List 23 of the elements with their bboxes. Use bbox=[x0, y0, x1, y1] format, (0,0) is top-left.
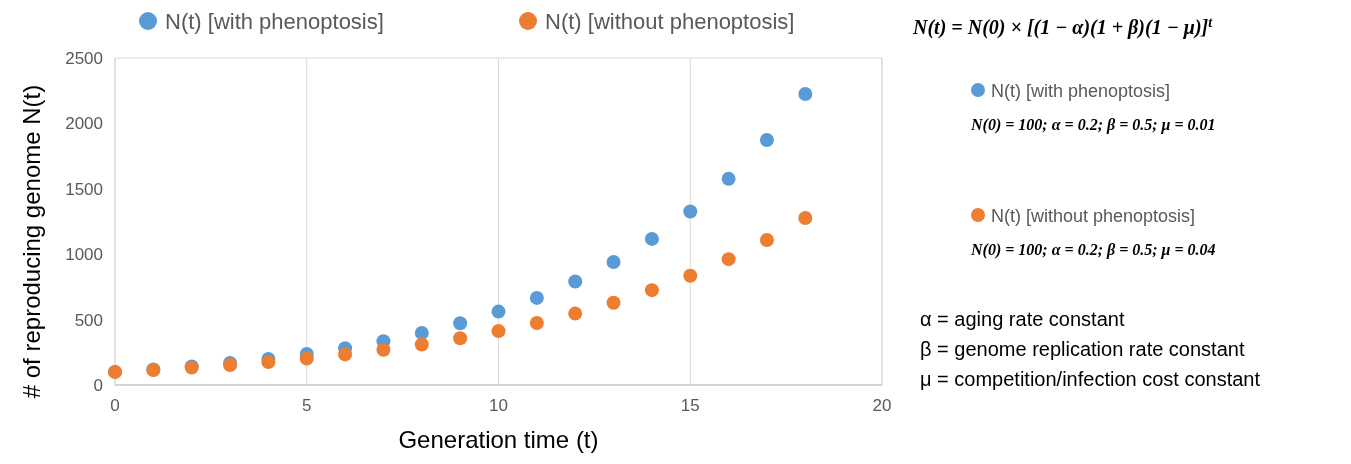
y-tick-label: 1500 bbox=[65, 179, 103, 199]
legend-label: N(t) [with phenoptosis] bbox=[165, 9, 384, 34]
y-tick-label: 0 bbox=[93, 376, 103, 395]
text: μ = competition/infection cost constant bbox=[920, 368, 1261, 390]
y-tick-label: 1000 bbox=[65, 245, 103, 265]
x-tick-label: 10 bbox=[489, 396, 508, 415]
text: N(0) = 100; α = 0.2; β = 0.5; μ = 0.04 bbox=[970, 241, 1216, 259]
y-tick-label: 500 bbox=[74, 310, 103, 330]
y-tick-label: 2000 bbox=[65, 114, 103, 134]
legend-label: N(t) [without phenoptosis] bbox=[545, 9, 795, 34]
x-axis-title: Generation time (t) bbox=[398, 426, 599, 453]
text: α = aging rate constant bbox=[920, 308, 1125, 330]
x-tick-label: 0 bbox=[110, 396, 120, 415]
text: N(t) [without phenoptosis] bbox=[991, 206, 1196, 226]
x-tick-label: 20 bbox=[872, 396, 892, 415]
text: β = genome replication rate constant bbox=[920, 338, 1245, 360]
x-tick-label: 15 bbox=[680, 396, 700, 415]
text: N(t) [with phenoptosis] bbox=[991, 81, 1171, 101]
text: N(0) = 100; α = 0.2; β = 0.5; μ = 0.01 bbox=[970, 116, 1216, 134]
x-tick-label: 5 bbox=[302, 396, 312, 415]
y-axis-title: # of reproducing genome N(t) bbox=[18, 84, 45, 399]
text: N(t) = N(0) × [(1 − α)(1 + β)(1 − μ)]$^{t}$ bbox=[912, 14, 1214, 39]
y-tick-label: 2500 bbox=[65, 49, 103, 68]
